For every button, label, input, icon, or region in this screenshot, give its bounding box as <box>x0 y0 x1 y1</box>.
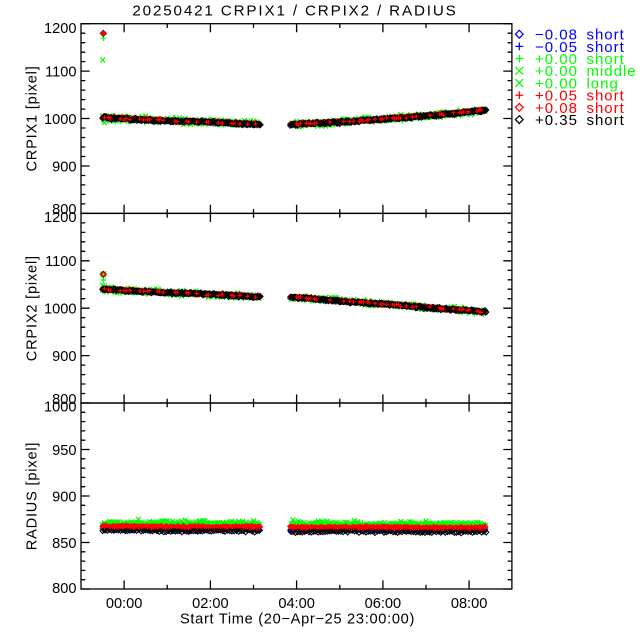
svg-text:1000: 1000 <box>44 400 76 416</box>
svg-text:1100: 1100 <box>45 254 76 270</box>
svg-text:1200: 1200 <box>44 21 76 37</box>
svg-text:+0.08 short: +0.08 short <box>535 100 625 117</box>
svg-text:04:00: 04:00 <box>278 596 315 612</box>
svg-text:Start Time (20−Apr−25 23:00:00: Start Time (20−Apr−25 23:00:00) <box>180 612 415 628</box>
svg-text:+0.05 short: +0.05 short <box>535 88 625 105</box>
svg-text:1200: 1200 <box>44 210 76 226</box>
svg-text:20250421 CRPIX1 / CRPIX2 / RAD: 20250421 CRPIX1 / CRPIX2 / RADIUS <box>132 2 457 19</box>
svg-text:+0.35 short: +0.35 short <box>535 112 625 129</box>
svg-text:800: 800 <box>52 581 76 597</box>
svg-text:1000: 1000 <box>44 112 76 128</box>
svg-text:850: 850 <box>52 536 76 552</box>
svg-text:950: 950 <box>52 443 76 459</box>
svg-text:900: 900 <box>52 489 76 505</box>
svg-text:+0.00 long: +0.00 long <box>535 75 619 92</box>
svg-text:02:00: 02:00 <box>192 596 229 612</box>
svg-text:800: 800 <box>52 392 76 408</box>
svg-text:CRPIX2 [pixel]: CRPIX2 [pixel] <box>24 255 40 361</box>
svg-text:00:00: 00:00 <box>106 596 143 612</box>
svg-text:−0.08 short: −0.08 short <box>535 27 625 44</box>
svg-text:800: 800 <box>52 202 76 218</box>
svg-text:08:00: 08:00 <box>451 596 488 612</box>
svg-text:1000: 1000 <box>44 301 76 317</box>
svg-text:+0.00 middle: +0.00 middle <box>535 63 637 80</box>
svg-text:−0.05 short: −0.05 short <box>535 39 625 56</box>
svg-text:RADIUS [pixel]: RADIUS [pixel] <box>24 442 40 551</box>
svg-text:1100: 1100 <box>45 64 76 80</box>
svg-text:CRPIX1 [pixel]: CRPIX1 [pixel] <box>24 65 40 171</box>
svg-text:06:00: 06:00 <box>365 596 402 612</box>
svg-text:900: 900 <box>52 159 76 175</box>
svg-text:900: 900 <box>52 349 76 365</box>
svg-text:+0.00 short: +0.00 short <box>535 51 625 68</box>
